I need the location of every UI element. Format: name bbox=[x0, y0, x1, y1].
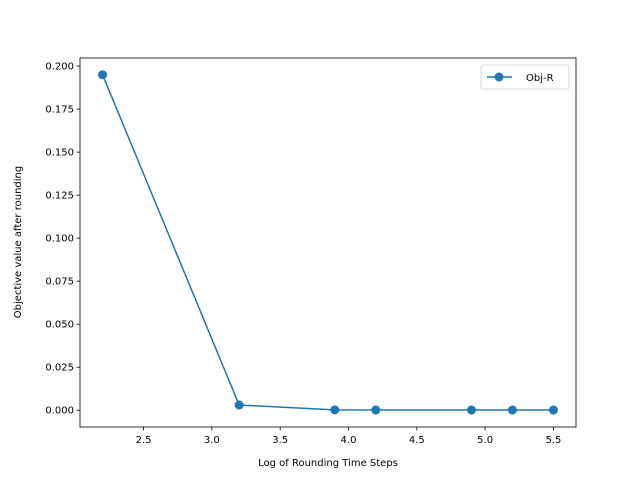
y-tick-label: 0.050 bbox=[45, 320, 74, 331]
y-tick-label: 0.000 bbox=[45, 406, 74, 417]
series-layer bbox=[98, 70, 558, 415]
data-point bbox=[548, 405, 558, 415]
y-tick-label: 0.200 bbox=[45, 62, 74, 73]
x-tick-label: 4.0 bbox=[341, 435, 357, 446]
data-point bbox=[371, 405, 381, 415]
x-tick-label: 3.0 bbox=[204, 435, 220, 446]
data-point bbox=[466, 405, 476, 415]
legend-box bbox=[480, 64, 570, 90]
legend-marker-swatch bbox=[494, 72, 504, 82]
x-tick-label: 2.5 bbox=[136, 435, 152, 446]
x-tick-label: 3.5 bbox=[272, 435, 288, 446]
x-tick-label: 5.5 bbox=[546, 435, 562, 446]
y-tick-label: 0.175 bbox=[45, 105, 74, 116]
y-tick-label: 0.150 bbox=[45, 148, 74, 159]
y-tick-label: 0.100 bbox=[45, 234, 74, 245]
data-point bbox=[507, 405, 517, 415]
y-tick-label: 0.075 bbox=[45, 277, 74, 288]
legend-label: Obj-R bbox=[526, 73, 554, 84]
x-axis-ticks: 2.5 3.0 3.5 4.0 4.5 5.0 5.5 bbox=[136, 427, 562, 446]
plot-frame bbox=[79, 57, 577, 428]
data-point bbox=[234, 400, 244, 410]
data-point bbox=[330, 405, 340, 415]
legend: Obj-R bbox=[480, 64, 570, 90]
y-axis-ticks: 0.000 0.025 0.050 0.075 0.100 0.125 0.150 0.175… bbox=[45, 62, 80, 417]
x-axis-label: Log of Rounding Time Steps bbox=[258, 458, 398, 469]
data-point bbox=[98, 70, 108, 80]
y-axis-label: Objective value after rounding bbox=[13, 166, 24, 318]
x-tick-label: 5.0 bbox=[477, 435, 493, 446]
x-tick-label: 4.5 bbox=[409, 435, 425, 446]
y-tick-label: 0.025 bbox=[45, 363, 74, 374]
y-tick-label: 0.125 bbox=[45, 191, 74, 202]
